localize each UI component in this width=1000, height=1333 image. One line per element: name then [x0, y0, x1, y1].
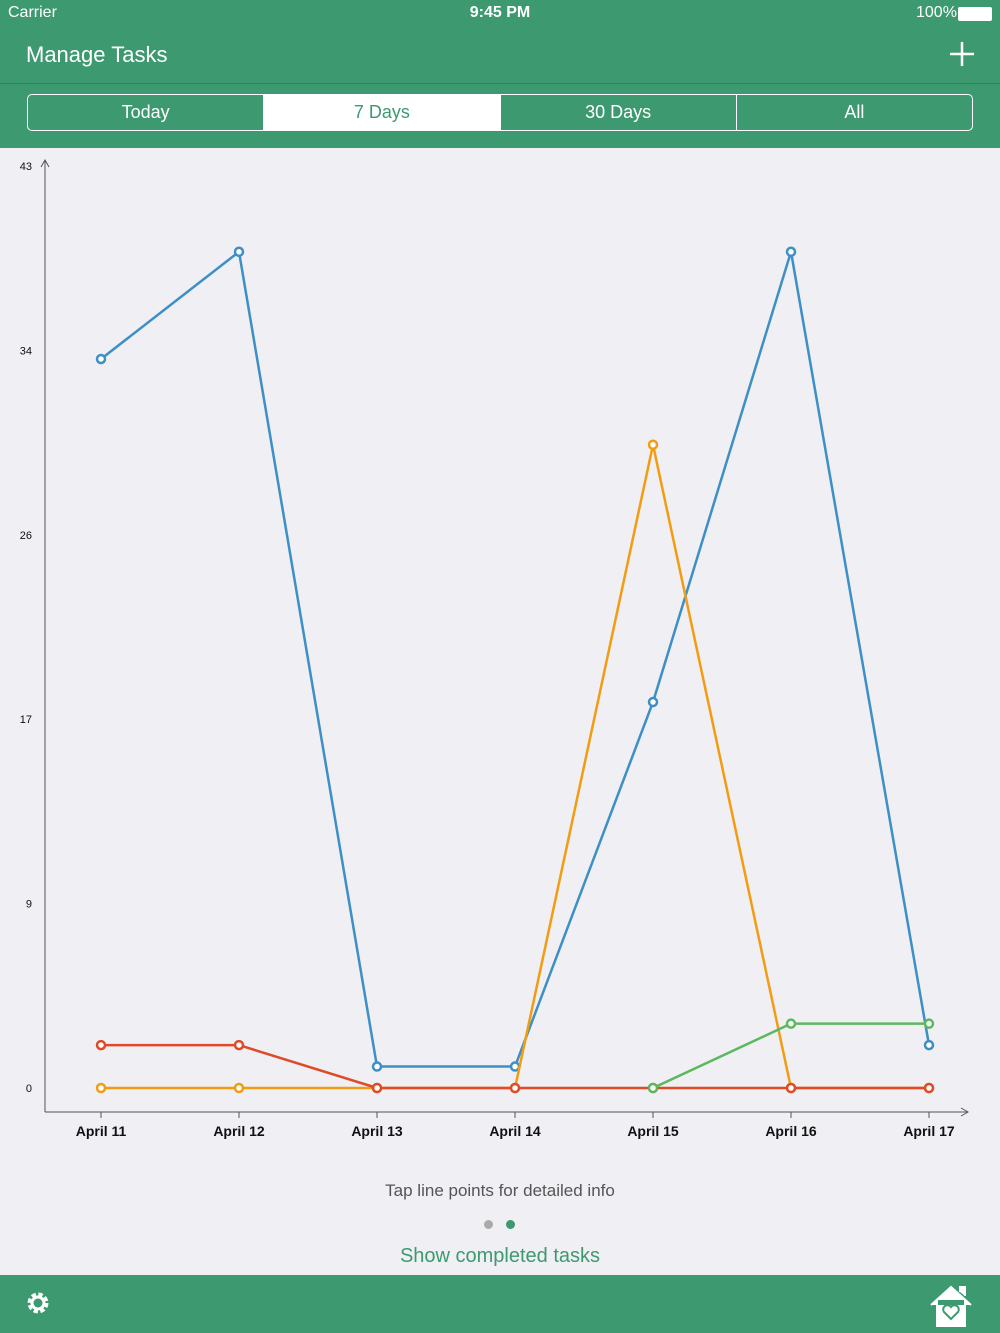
data-point: [95, 353, 107, 365]
header: Carrier 9:45 PM 100% Manage Tasks Today 7…: [0, 0, 1000, 148]
data-point: [785, 1018, 797, 1029]
data-point: [371, 1061, 383, 1072]
data-point: [95, 1039, 107, 1051]
y-axis: [40, 158, 50, 1112]
x-tick-label: April 16: [765, 1123, 817, 1139]
segment[interactable]: All: [735, 95, 972, 130]
hint: Tap line points for detailed info: [385, 1181, 615, 1200]
data-point: [647, 1082, 659, 1094]
series-line: [652, 1022, 929, 1090]
data-point: [233, 246, 245, 258]
segment[interactable]: 30 Days: [499, 95, 736, 130]
y-tick-label: 43: [20, 161, 32, 173]
data-point: [923, 1039, 935, 1051]
segmented-control: Today 7 Days 30 Days All: [27, 94, 973, 131]
data-point: [509, 1082, 521, 1094]
segment[interactable]: 7 Days: [263, 95, 500, 130]
segment[interactable]: Today: [121, 102, 170, 122]
y-tick-label: 17: [20, 714, 32, 726]
x-tick-label: April 12: [213, 1123, 265, 1139]
data-point: [923, 1018, 935, 1029]
add-button[interactable]: [948, 40, 976, 68]
time: 9:45 PM: [469, 4, 531, 21]
data-point: [371, 1082, 383, 1094]
home-button[interactable]: [928, 1283, 974, 1327]
battery: 100%: [916, 4, 957, 21]
battery-icon: [958, 7, 992, 21]
data-point: [923, 1082, 935, 1094]
settings-button[interactable]: [25, 1290, 51, 1316]
x-tick-label: April 17: [903, 1123, 955, 1139]
data-point: [233, 1082, 245, 1094]
data-point: [95, 1082, 107, 1094]
x-tick-label: April 11: [76, 1123, 127, 1139]
y-tick-label: 0: [26, 1083, 32, 1095]
data-point: [785, 1082, 797, 1094]
series-line: [100, 249, 931, 1068]
show-completed-link[interactable]: Show completed tasks: [399, 1245, 601, 1267]
divider: [0, 83, 1000, 84]
x-tick-label: April 14: [489, 1123, 541, 1139]
carrier: Carrier: [8, 4, 57, 21]
data-point: [785, 246, 797, 258]
data-point: [647, 439, 659, 450]
x-tick-label: April 13: [351, 1123, 403, 1139]
series-line: [101, 444, 929, 1090]
data-point: [647, 696, 659, 708]
page-dot[interactable]: [506, 1220, 515, 1229]
chart: 0 9 17 26 34 43 April 11 April 12 April 13 April …: [20, 158, 970, 1139]
y-tick-label: 34: [20, 345, 32, 357]
page-dot[interactable]: [484, 1220, 493, 1229]
y-tick-label: 9: [26, 899, 32, 911]
nav-title: Manage Tasks: [26, 42, 168, 67]
y-tick-label: 26: [20, 530, 32, 542]
data-point: [233, 1039, 245, 1051]
x-tick-label: April 15: [627, 1123, 679, 1139]
x-axis: [45, 1107, 970, 1117]
footer: [0, 1275, 1000, 1333]
